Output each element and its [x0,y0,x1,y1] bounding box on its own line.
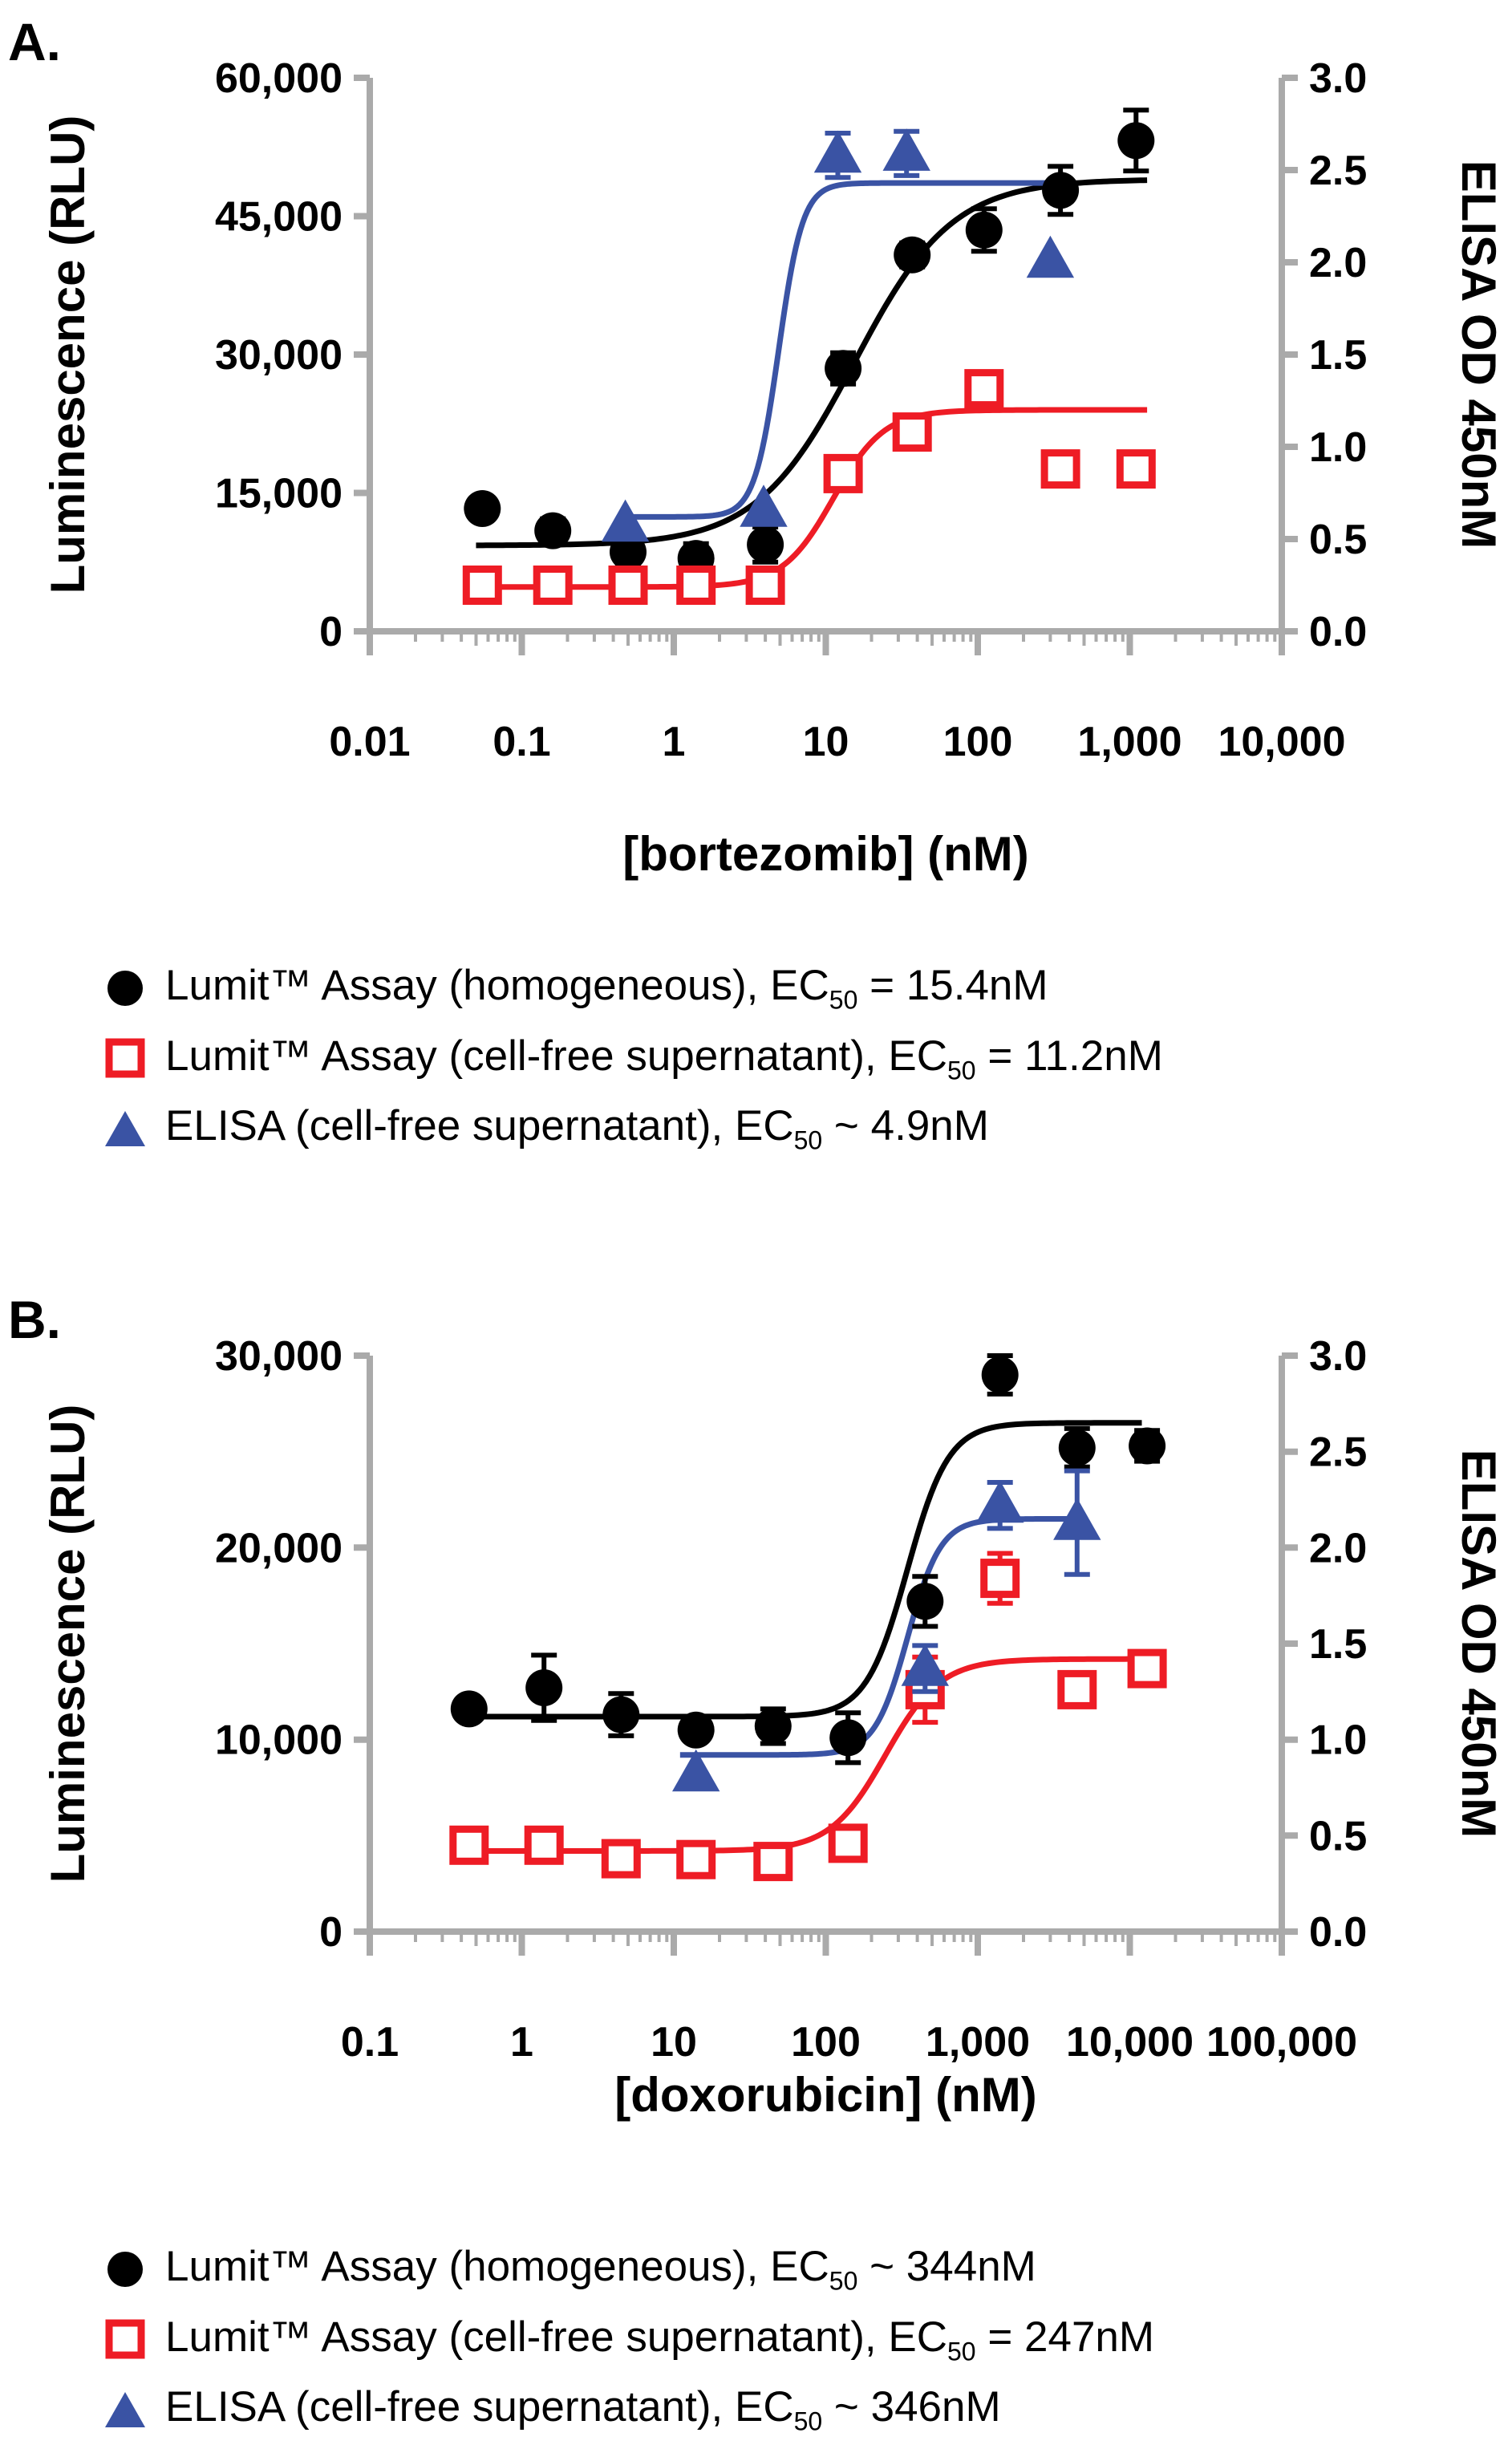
svg-text:ELISA OD 450nM: ELISA OD 450nM [1452,1450,1506,1839]
svg-text:B.: B. [8,1290,61,1349]
svg-text:30,000: 30,000 [215,332,343,379]
svg-text:0.1: 0.1 [341,2019,399,2066]
svg-text:10,000: 10,000 [1066,2019,1194,2066]
svg-text:1: 1 [510,2019,533,2066]
svg-text:1,000: 1,000 [926,2019,1030,2066]
svg-text:0.5: 0.5 [1309,1813,1367,1859]
svg-text:15,000: 15,000 [215,471,343,517]
svg-text:1.5: 1.5 [1309,1621,1367,1668]
svg-text:0.5: 0.5 [1309,517,1367,563]
svg-text:A.: A. [8,12,61,71]
svg-text:1.0: 1.0 [1309,424,1367,471]
svg-text:20,000: 20,000 [215,1525,343,1571]
svg-text:0.0: 0.0 [1309,609,1367,655]
svg-text:0.1: 0.1 [493,719,550,765]
svg-text:10,000: 10,000 [215,1717,343,1764]
svg-text:60,000: 60,000 [215,55,343,102]
svg-text:2.5: 2.5 [1309,148,1367,194]
svg-text:1,000: 1,000 [1077,719,1182,765]
svg-text:45,000: 45,000 [215,194,343,241]
svg-text:1.5: 1.5 [1309,332,1367,379]
svg-text:30,000: 30,000 [215,1333,343,1380]
svg-text:100,000: 100,000 [1206,2019,1357,2066]
svg-text:1: 1 [663,719,686,765]
svg-text:Luminescence (RLU): Luminescence (RLU) [41,1405,95,1883]
svg-text:100: 100 [943,719,1013,765]
svg-text:10,000: 10,000 [1218,719,1345,765]
svg-text:Luminescence (RLU): Luminescence (RLU) [41,116,95,594]
svg-text:3.0: 3.0 [1309,55,1367,102]
svg-text:1.0: 1.0 [1309,1717,1367,1764]
svg-text:10: 10 [803,719,849,765]
svg-text:100: 100 [791,2019,861,2066]
svg-text:ELISA OD 450nM: ELISA OD 450nM [1452,160,1506,549]
svg-text:3.0: 3.0 [1309,1333,1367,1380]
svg-text:0.01: 0.01 [329,719,410,765]
svg-text:10: 10 [651,2019,697,2066]
svg-text:[doxorubicin] (nM): [doxorubicin] (nM) [614,2068,1037,2122]
svg-text:0.0: 0.0 [1309,1909,1367,1956]
svg-text:0: 0 [319,1909,343,1956]
svg-text:2.0: 2.0 [1309,240,1367,286]
svg-text:2.5: 2.5 [1309,1429,1367,1476]
svg-text:0: 0 [319,609,343,655]
svg-text:2.0: 2.0 [1309,1525,1367,1571]
svg-text:[bortezomib] (nM): [bortezomib] (nM) [622,827,1029,881]
